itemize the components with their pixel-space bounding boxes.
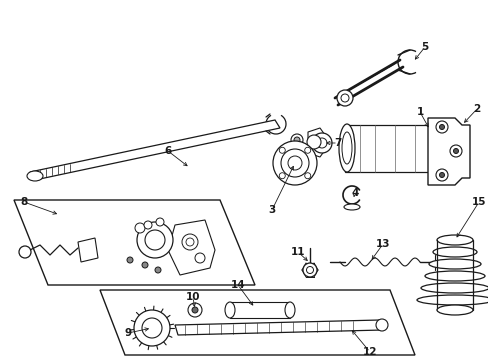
Ellipse shape [343, 204, 359, 210]
Polygon shape [30, 120, 280, 180]
Ellipse shape [436, 305, 472, 315]
Circle shape [142, 262, 148, 268]
Text: 4: 4 [350, 188, 358, 198]
Circle shape [303, 263, 316, 277]
Circle shape [287, 156, 302, 170]
Circle shape [304, 147, 310, 153]
Circle shape [195, 253, 204, 263]
Text: 8: 8 [20, 197, 27, 207]
Circle shape [185, 238, 194, 246]
Circle shape [134, 310, 170, 346]
Ellipse shape [436, 235, 472, 245]
Circle shape [137, 222, 173, 258]
Text: 14: 14 [230, 280, 245, 290]
Polygon shape [307, 128, 325, 157]
Circle shape [187, 303, 202, 317]
Text: 9: 9 [124, 328, 131, 338]
Circle shape [439, 125, 444, 130]
Text: 2: 2 [472, 104, 480, 114]
Circle shape [281, 149, 308, 177]
Text: 5: 5 [421, 42, 428, 52]
Circle shape [155, 267, 161, 273]
Ellipse shape [285, 302, 294, 318]
Circle shape [435, 121, 447, 133]
Ellipse shape [432, 247, 476, 257]
Text: 6: 6 [164, 146, 171, 156]
Circle shape [336, 90, 352, 106]
Ellipse shape [416, 295, 488, 305]
Circle shape [135, 223, 145, 233]
Ellipse shape [338, 124, 354, 172]
Text: 10: 10 [185, 292, 200, 302]
Circle shape [156, 218, 163, 226]
Circle shape [449, 145, 461, 157]
Circle shape [145, 230, 164, 250]
Circle shape [272, 141, 316, 185]
Text: 1: 1 [415, 107, 423, 117]
Ellipse shape [420, 283, 488, 293]
Circle shape [293, 137, 299, 143]
Circle shape [435, 169, 447, 181]
Polygon shape [175, 320, 382, 335]
Circle shape [306, 266, 313, 274]
Circle shape [375, 319, 387, 331]
Circle shape [142, 318, 162, 338]
Circle shape [279, 147, 285, 153]
Circle shape [311, 133, 331, 153]
Circle shape [19, 246, 31, 258]
Circle shape [439, 172, 444, 177]
Ellipse shape [424, 271, 484, 281]
Polygon shape [427, 118, 469, 185]
Polygon shape [229, 302, 289, 318]
Text: 13: 13 [375, 239, 389, 249]
Circle shape [279, 173, 285, 179]
Polygon shape [100, 290, 414, 355]
Circle shape [127, 257, 133, 263]
Polygon shape [14, 200, 254, 285]
Circle shape [143, 221, 152, 229]
Polygon shape [345, 125, 429, 172]
Text: 15: 15 [471, 197, 485, 207]
Polygon shape [168, 220, 215, 275]
Ellipse shape [428, 259, 480, 269]
Text: 11: 11 [290, 247, 305, 257]
Ellipse shape [27, 171, 43, 181]
Circle shape [452, 149, 458, 153]
Text: 12: 12 [362, 347, 376, 357]
Circle shape [192, 307, 198, 313]
Circle shape [304, 173, 310, 179]
Circle shape [290, 134, 303, 146]
Circle shape [182, 234, 198, 250]
Circle shape [306, 135, 320, 149]
Ellipse shape [341, 132, 351, 164]
Circle shape [316, 138, 326, 148]
Ellipse shape [224, 302, 235, 318]
Circle shape [340, 94, 348, 102]
Text: 3: 3 [268, 205, 275, 215]
Text: 7: 7 [334, 138, 341, 148]
Polygon shape [78, 238, 98, 262]
